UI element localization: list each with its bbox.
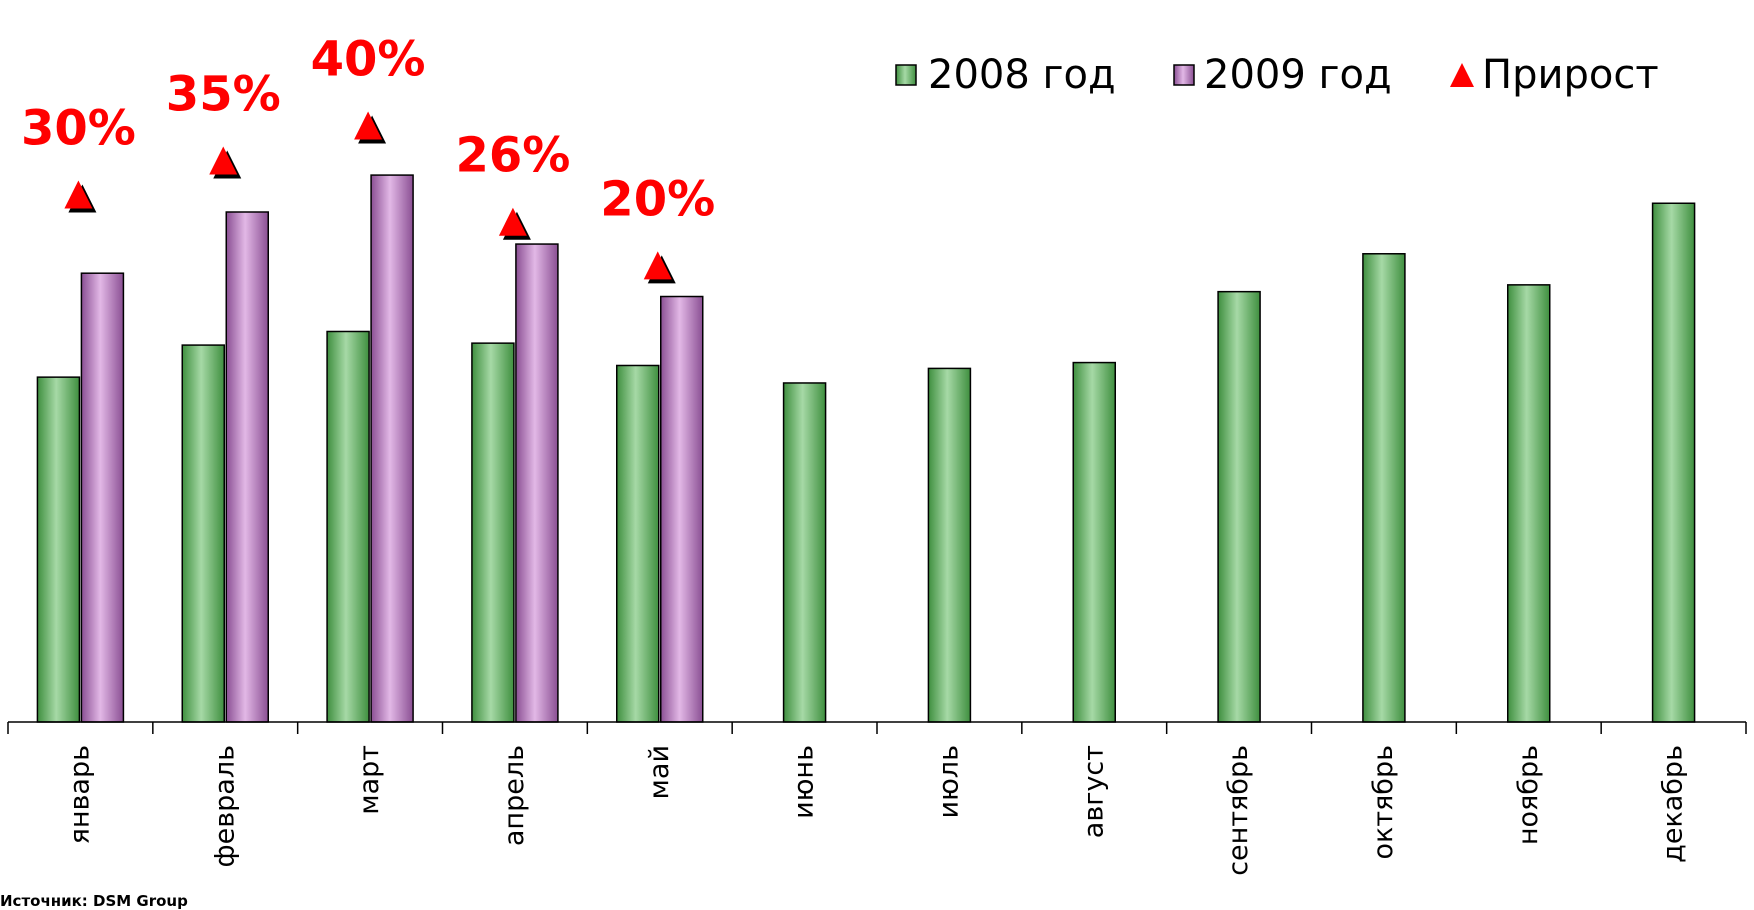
bar-2008-12: [1651, 202, 1696, 723]
growth-label-5: 20%: [600, 171, 715, 227]
x-tick-label: апрель: [499, 745, 530, 846]
x-axis: январь февраль март апрель май июнь июль август…: [7, 721, 1747, 876]
bar-2009-3: [370, 174, 414, 723]
legend-label-growth: Прирост: [1482, 52, 1659, 98]
legend: 2008 год 2009 год Прирост: [895, 52, 1659, 98]
growth-markers: 30% 35% 40% 26% 20%: [21, 32, 715, 284]
bar-2008-6: [782, 382, 827, 723]
x-tick-label: ноябрь: [1513, 745, 1544, 845]
x-tick-label: март: [354, 745, 385, 815]
x-tick-label: январь: [64, 745, 95, 844]
x-tick-label: май: [644, 745, 675, 799]
growth-label-4: 26%: [455, 128, 570, 184]
x-tick-label: июль: [933, 745, 964, 818]
growth-marker-4: [498, 207, 527, 236]
bar-2009-2: [225, 211, 269, 723]
bar-2008-3: [326, 330, 370, 723]
growth-marker-2: [209, 146, 238, 175]
growth-marker-1: [64, 180, 93, 209]
x-tick-label: октябрь: [1368, 745, 1399, 860]
growth-label-1: 30%: [21, 101, 136, 157]
x-tick-label: сентябрь: [1223, 745, 1254, 876]
bar-2008-10: [1362, 253, 1406, 723]
bar-2008-5: [616, 364, 660, 723]
legend-swatch-2009: [1173, 64, 1195, 86]
bar-2008-9: [1217, 290, 1261, 723]
legend-swatch-2008: [895, 64, 917, 86]
growth-marker-3: [354, 111, 383, 140]
bar-2008-1: [36, 376, 81, 723]
bar-2009-5: [660, 295, 704, 723]
growth-label-3: 40%: [311, 32, 426, 88]
legend-label-2009: 2009 год: [1204, 52, 1392, 98]
legend-label-2008: 2008 год: [928, 52, 1116, 98]
x-tick-label: февраль: [209, 745, 240, 867]
bar-2008-11: [1507, 284, 1551, 723]
bar-2008-2: [181, 344, 225, 723]
legend-triangle-icon: [1450, 63, 1474, 87]
x-tick-label: июнь: [789, 745, 820, 819]
bar-2008-4: [471, 342, 515, 723]
x-tick-label: август: [1078, 745, 1109, 838]
source-note: Источник: DSM Group: [0, 892, 188, 910]
bars-layer: [36, 174, 1696, 723]
bar-2009-1: [80, 272, 125, 723]
bar-2009-4: [515, 243, 559, 723]
x-tick-label: декабрь: [1658, 745, 1689, 863]
bar-2008-7: [927, 367, 972, 723]
growth-marker-5: [643, 251, 672, 280]
growth-label-2: 35%: [166, 67, 281, 123]
bar-2008-8: [1072, 361, 1116, 723]
